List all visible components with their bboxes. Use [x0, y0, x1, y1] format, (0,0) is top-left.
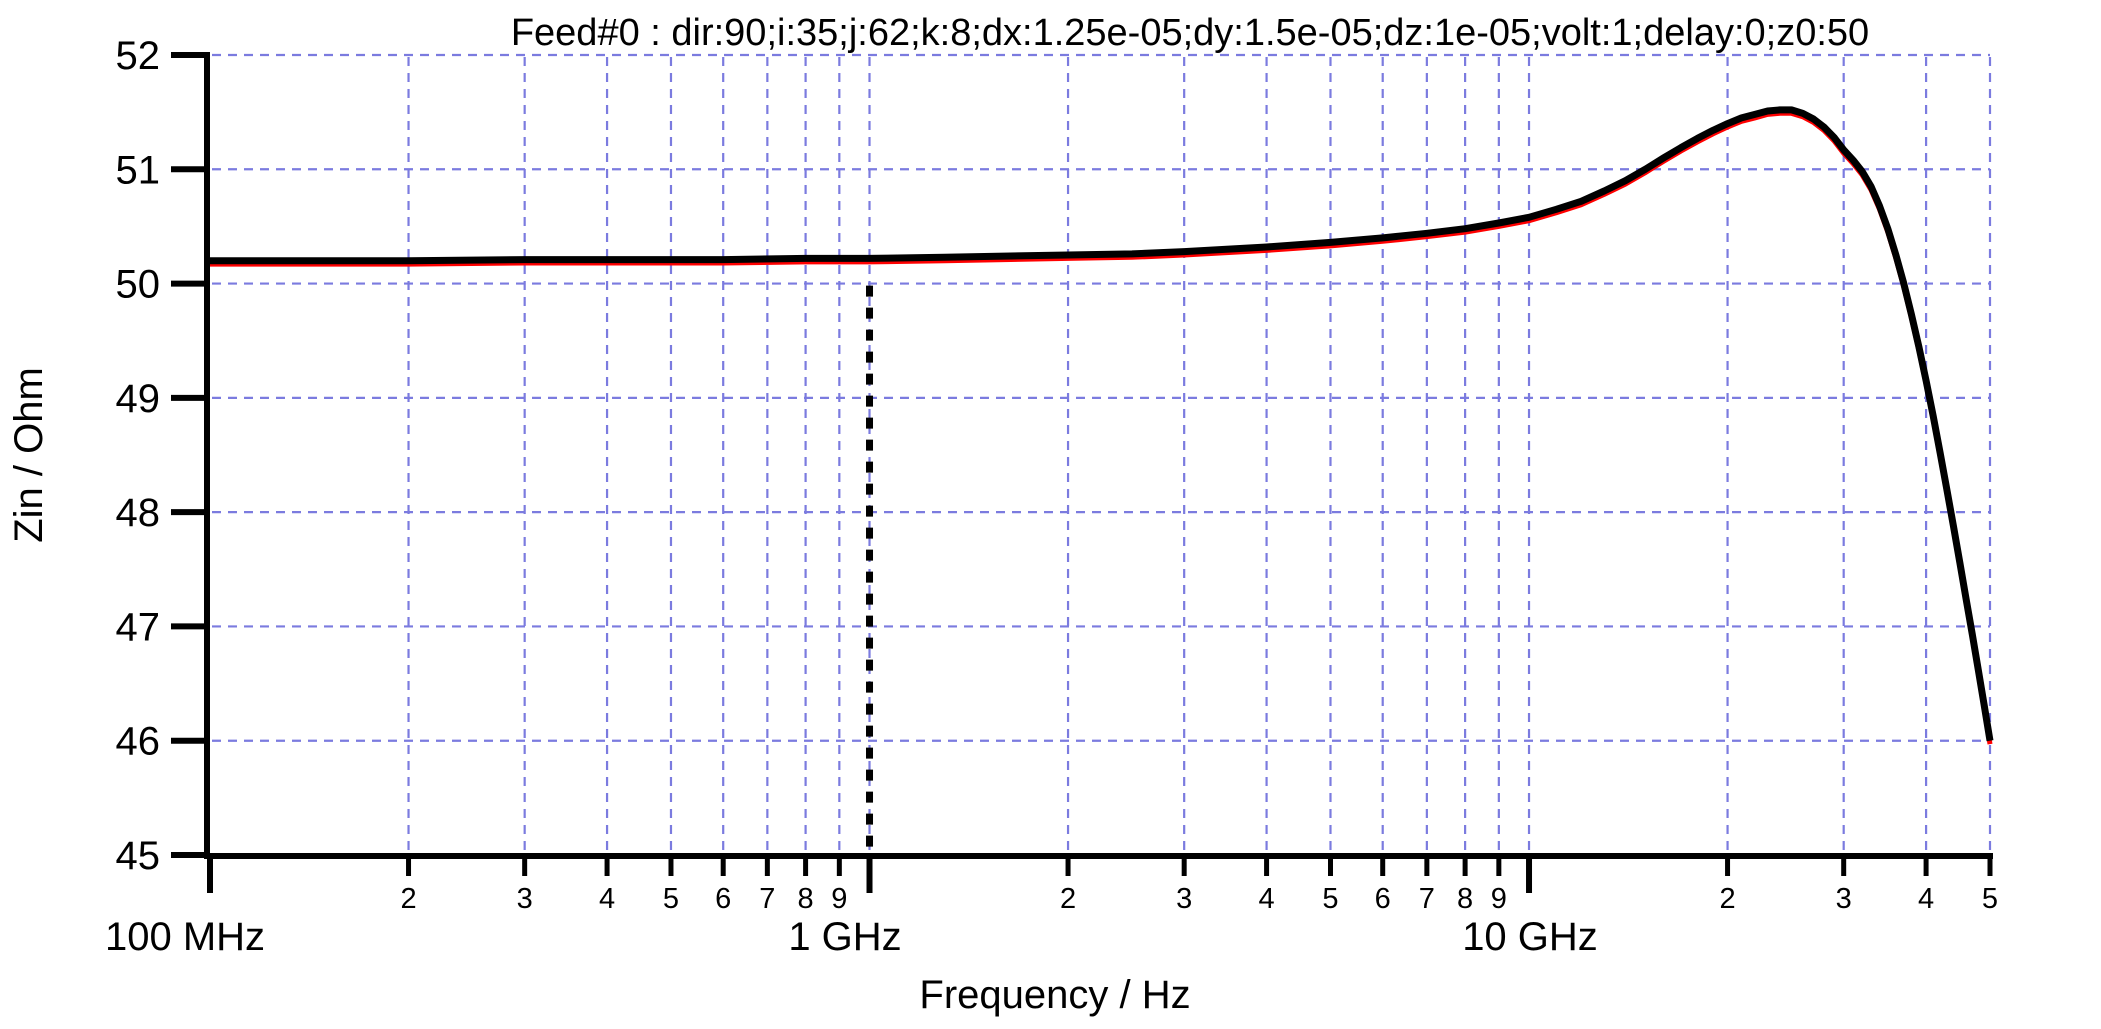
x-decade-label: 100 MHz: [105, 915, 265, 959]
y-tick-label: 52: [116, 34, 161, 78]
x-minor-tick-label: 7: [1419, 883, 1435, 915]
chart-title: Feed#0 : dir:90;i:35;j:62;k:8;dx:1.25e-0…: [511, 12, 1869, 54]
x-minor-tick-label: 4: [1259, 883, 1275, 915]
y-tick-label: 48: [116, 491, 161, 535]
y-tick-label: 45: [116, 834, 161, 878]
x-minor-tick-label: 6: [1375, 883, 1391, 915]
trace-layer: [210, 106, 1994, 745]
x-minor-tick-label: 2: [1719, 883, 1735, 915]
x-decade-label: 1 GHz: [788, 915, 901, 959]
x-minor-tick-label: 4: [1918, 883, 1934, 915]
x-minor-tick-label: 3: [517, 883, 533, 915]
x-minor-tick-label: 7: [759, 883, 775, 915]
y-tick-label: 47: [116, 605, 161, 649]
x-minor-tick-label: 2: [1060, 883, 1076, 915]
y-tick-label: 46: [116, 720, 161, 764]
x-minor-tick-label: 4: [599, 883, 615, 915]
x-minor-tick-label: 6: [715, 883, 731, 915]
x-minor-tick-label: 5: [1322, 883, 1338, 915]
trace-black: [210, 106, 1994, 742]
label-layer: Feed#0 : dir:90;i:35;j:62;k:8;dx:1.25e-0…: [7, 12, 1998, 1017]
x-decade-label: 10 GHz: [1462, 915, 1598, 959]
x-minor-tick-label: 2: [400, 883, 416, 915]
axis-layer: [171, 52, 1993, 893]
y-tick-label: 50: [116, 263, 161, 307]
y-tick-label: 49: [116, 377, 161, 421]
x-minor-tick-label: 9: [1491, 883, 1507, 915]
trace-red: [210, 110, 1993, 745]
y-axis-title: Zin / Ohm: [7, 367, 51, 543]
y-tick-label: 51: [116, 148, 161, 192]
x-minor-tick-label: 3: [1836, 883, 1852, 915]
x-minor-tick-label: 8: [798, 883, 814, 915]
x-minor-tick-label: 5: [663, 883, 679, 915]
x-axis-title: Frequency / Hz: [919, 973, 1190, 1017]
x-minor-tick-label: 3: [1176, 883, 1192, 915]
x-minor-tick-label: 9: [831, 883, 847, 915]
x-minor-tick-label: 8: [1457, 883, 1473, 915]
x-minor-tick-label: 5: [1982, 883, 1998, 915]
grid-layer: [212, 53, 1992, 853]
